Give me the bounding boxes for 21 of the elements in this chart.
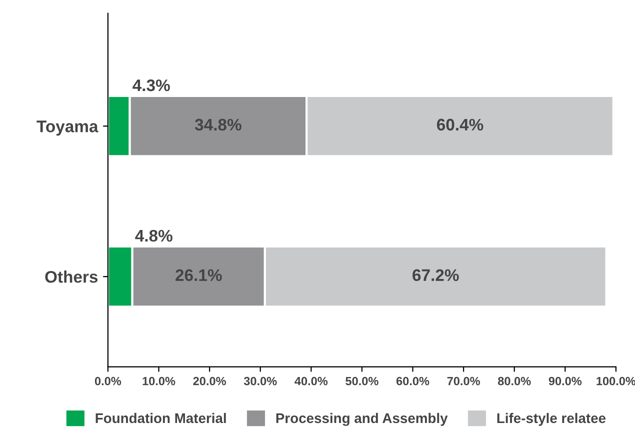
x-tick-label: 40.0% — [294, 376, 328, 386]
data-label: 60.4% — [436, 118, 484, 131]
x-tick-label: 80.0% — [498, 376, 531, 386]
data-label: 34.8% — [194, 118, 242, 131]
legend-label: Processing and Assembly — [276, 412, 448, 426]
x-tick-label: 60.0% — [396, 376, 430, 386]
legend-label: Life-style relatee — [497, 412, 606, 426]
x-tick-label: 30.0% — [244, 376, 277, 386]
data-label: 67.2% — [412, 269, 459, 282]
data-label: 26.1% — [176, 269, 222, 282]
x-tick-label: 50.0% — [346, 376, 378, 386]
x-tick-label: 70.0% — [447, 376, 480, 386]
x-tick-label: 90.0% — [548, 376, 582, 386]
y-tick-label: Others — [45, 270, 98, 283]
x-tick-label: 20.0% — [193, 376, 226, 386]
data-label: 4.8% — [135, 230, 172, 242]
y-tick-label: Toyama — [36, 120, 98, 136]
x-tick-label: 10.0% — [142, 376, 176, 386]
x-tick-label: 0.0% — [94, 376, 122, 386]
data-label: 4.3% — [132, 79, 170, 92]
legend-label: Foundation Material — [96, 412, 226, 424]
